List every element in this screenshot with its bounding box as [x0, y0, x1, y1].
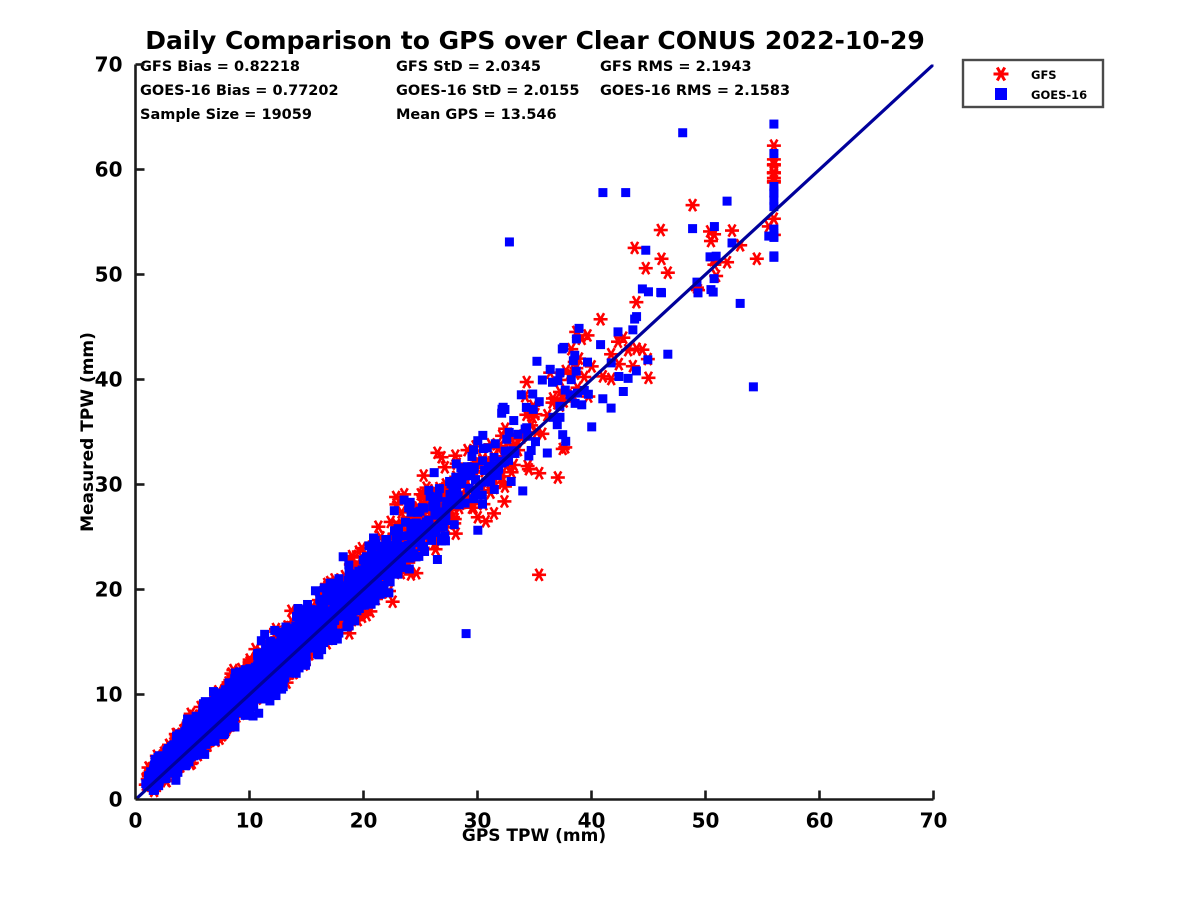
legend-label: GFS — [1031, 68, 1057, 82]
x-tick-label: 60 — [806, 809, 834, 833]
y-tick-label: 10 — [95, 683, 123, 707]
legend-label: GOES-16 — [1031, 88, 1087, 102]
legend-entry-gfs[interactable]: GFS — [993, 66, 1057, 82]
stat-goes-bias: GOES-16 Bias = 0.77202 — [140, 83, 339, 99]
y-tick-label: 30 — [95, 473, 123, 497]
series-goes16-points — [141, 119, 779, 795]
legend-box — [961, 58, 1105, 109]
x-tick-label: 30 — [464, 809, 492, 833]
stat-goes-rms: GOES-16 RMS = 2.1583 — [600, 83, 790, 99]
x-tick-label: 40 — [578, 809, 606, 833]
y-tick-label: 20 — [95, 578, 123, 602]
x-tick-label: 20 — [350, 809, 378, 833]
stat-gfs-bias: GFS Bias = 0.82218 — [140, 59, 300, 75]
x-tick-label: 10 — [236, 809, 264, 833]
plot-area — [135, 64, 934, 800]
y-tick-label: 40 — [95, 368, 123, 392]
y-tick-label: 60 — [95, 158, 123, 182]
x-axis-label: GPS TPW (mm) — [462, 826, 606, 846]
y-tick-label: 50 — [95, 263, 123, 287]
reference-line-1to1 — [135, 64, 934, 800]
y-axis-label: Measured TPW (mm) — [78, 332, 98, 532]
x-tick-label: 70 — [920, 809, 948, 833]
stat-gfs-std: GFS StD = 2.0345 — [396, 59, 541, 75]
page-title: Daily Comparison to GPS over Clear CONUS… — [145, 26, 925, 55]
y-tick-label: 70 — [95, 53, 123, 77]
stat-gfs-rms: GFS RMS = 2.1943 — [600, 59, 752, 75]
square-marker-icon — [995, 88, 1007, 100]
stat-mean-gps: Mean GPS = 13.546 — [396, 107, 557, 123]
stat-sample-size: Sample Size = 19059 — [140, 107, 312, 123]
y-tick-label: 0 — [109, 788, 123, 812]
legend[interactable]: GFS GOES-16 — [961, 58, 1105, 109]
x-tick-label: 50 — [692, 809, 720, 833]
stat-goes-std: GOES-16 StD = 2.0155 — [396, 83, 579, 99]
asterisk-marker-icon — [993, 66, 1009, 82]
axes: 0 10 20 30 40 50 60 70 0 10 20 30 40 50 60 70 — [95, 53, 948, 833]
legend-entry-goes-16[interactable]: GOES-16 — [995, 88, 1087, 102]
x-tick-label: 0 — [129, 809, 143, 833]
